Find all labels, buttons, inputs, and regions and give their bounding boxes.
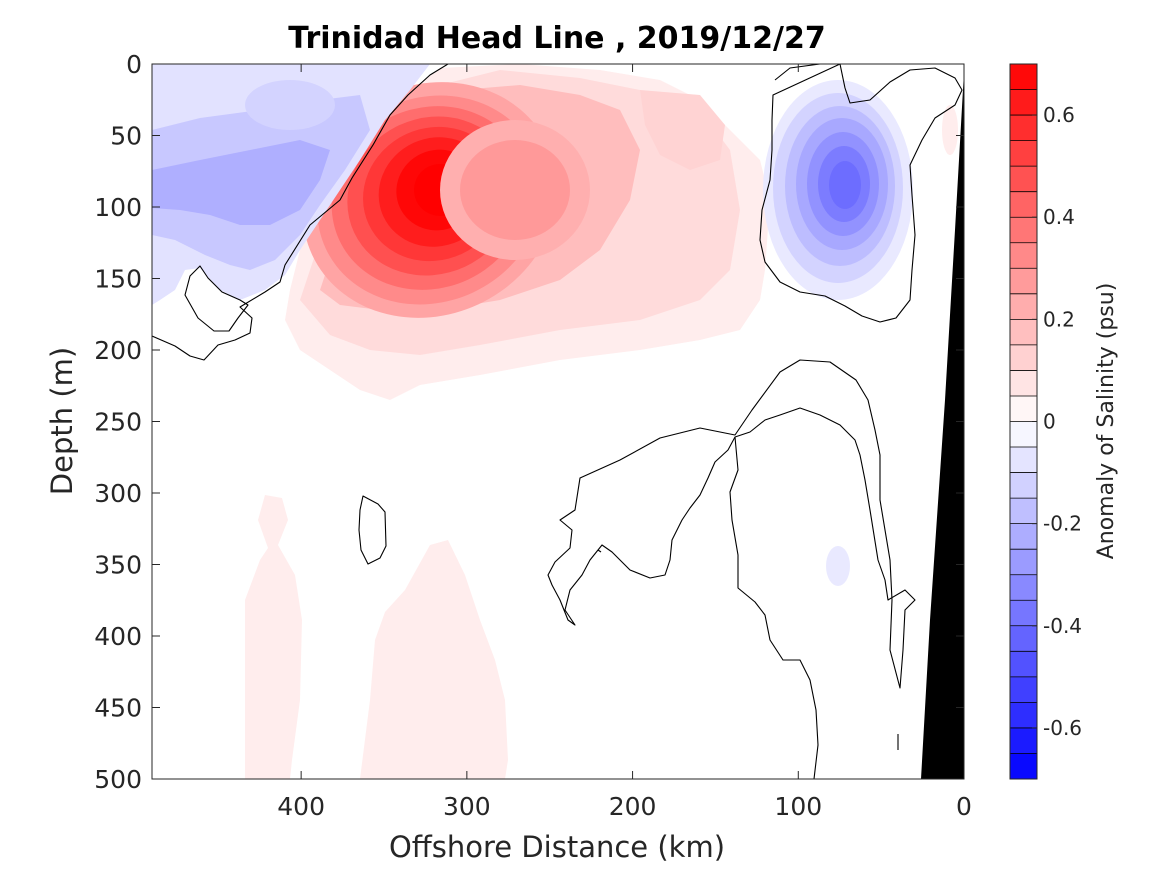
colorbar-tick-label: 0.2: [1043, 307, 1075, 331]
chart-title: Trinidad Head Line , 2019/12/27: [288, 21, 825, 56]
x-tick-label: 100: [774, 792, 822, 821]
colorbar-level: [1010, 370, 1037, 397]
seafloor-topography: [921, 72, 964, 779]
x-axis: 400 300 200 100 0: [277, 64, 972, 821]
anomaly-region-pos-east: [640, 90, 725, 170]
colorbar-level: [1010, 549, 1037, 576]
anomaly-patch-negative-deep: [826, 546, 850, 586]
colorbar-level: [1010, 727, 1037, 754]
colorbar-level: [1010, 574, 1037, 601]
colorbar-tick-label: 0.4: [1043, 205, 1075, 229]
colorbar-level: [1010, 268, 1037, 295]
anomaly-region-neg-west-4: [245, 80, 335, 130]
colorbar-level: [1010, 191, 1037, 218]
y-axis: 0 50 100 150 200 250 300 350 400 450 500: [94, 50, 964, 794]
y-tick-label: 200: [94, 336, 142, 365]
colorbar-level: [1010, 242, 1037, 269]
anomaly-lobe-positive-inner: [460, 140, 570, 240]
y-tick-label: 50: [110, 122, 142, 151]
colorbar-level: [1010, 217, 1037, 244]
zero-contour-deep-tongue: [547, 359, 916, 689]
y-tick-label: 0: [126, 50, 142, 79]
colorbar-tick-label: 0: [1043, 410, 1056, 434]
y-tick-label: 350: [94, 551, 142, 580]
anomaly-plume-west: [245, 495, 302, 779]
anomaly-core-negative-level-7: [829, 161, 861, 209]
y-tick-label: 450: [94, 694, 142, 723]
colorbar-level: [1010, 753, 1037, 780]
colorbar-tick-label: -0.6: [1043, 716, 1082, 740]
x-tick-label: 400: [277, 792, 325, 821]
colorbar-level: [1010, 395, 1037, 422]
colorbar-level: [1010, 600, 1037, 627]
colorbar-level: [1010, 472, 1037, 499]
x-tick-label: 0: [956, 792, 972, 821]
y-tick-label: 500: [94, 765, 142, 794]
colorbar-level: [1010, 702, 1037, 729]
zero-contour-loop-mid: [358, 495, 387, 565]
anomaly-patch-positive-coastal: [942, 105, 958, 155]
colorbar-tick-label: 0.6: [1043, 103, 1075, 127]
colorbar-level: [1010, 421, 1037, 448]
y-tick-label: 400: [94, 622, 142, 651]
y-tick-label: 300: [94, 479, 142, 508]
colorbar-level: [1010, 166, 1037, 193]
colorbar-tick-label: -0.4: [1043, 614, 1082, 638]
zero-contour-loop-west: [184, 265, 249, 332]
colorbar-level: [1010, 498, 1037, 525]
zero-contours: [152, 64, 963, 779]
colorbar: 0.6 0.4 0.2 0 -0.2 -0.4 -0.6: [1009, 63, 1082, 780]
anomaly-field: [152, 64, 958, 779]
x-tick-label: 200: [609, 792, 657, 821]
anomaly-region-neg-west-3: [152, 140, 330, 225]
x-tick-label: 300: [443, 792, 491, 821]
y-tick-label: 150: [94, 265, 142, 294]
colorbar-tick-label: -0.2: [1043, 512, 1082, 536]
colorbar-level: [1010, 523, 1037, 550]
colorbar-level: [1010, 89, 1037, 116]
zero-contour-slope: [729, 436, 819, 779]
zero-contour-western-boundary: [152, 64, 449, 361]
zero-contour-nearshore-loop: [759, 64, 963, 323]
y-tick-label: 100: [94, 193, 142, 222]
colorbar-level: [1010, 115, 1037, 142]
x-axis-label: Offshore Distance (km): [389, 830, 725, 864]
colorbar-level: [1010, 625, 1037, 652]
colorbar-level: [1010, 64, 1037, 91]
y-tick-label: 250: [94, 408, 142, 437]
colorbar-level: [1010, 651, 1037, 678]
colorbar-level: [1010, 676, 1037, 703]
colorbar-label: Anomaly of Salinity (psu): [1094, 283, 1119, 560]
colorbar-level: [1010, 344, 1037, 371]
colorbar-level: [1010, 293, 1037, 320]
y-axis-label: Depth (m): [45, 347, 79, 495]
anomaly-plume-mid: [360, 540, 508, 779]
colorbar-level: [1010, 319, 1037, 346]
colorbar-level: [1010, 447, 1037, 474]
colorbar-level: [1010, 140, 1037, 167]
zero-contour-dot: [597, 549, 602, 553]
